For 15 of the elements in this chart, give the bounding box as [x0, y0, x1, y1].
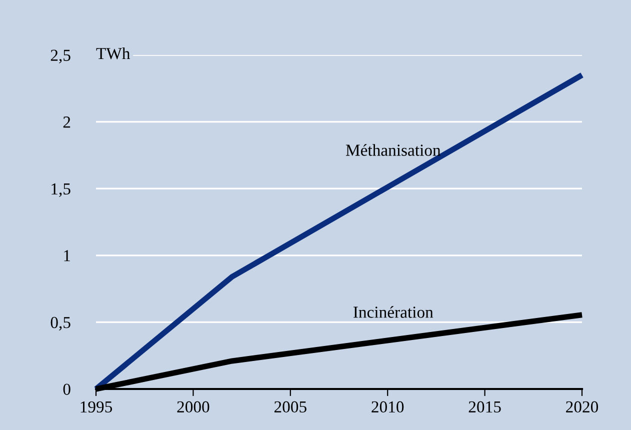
y-tick-label: 1 [64, 250, 70, 262]
x-tick-label: 2005 [274, 401, 306, 413]
y-tick-label: 0 [63, 384, 70, 395]
x-tick-label: 1995 [80, 401, 112, 413]
y-axis-title: TWh [96, 47, 130, 60]
y-tick-label: 1,5 [52, 183, 70, 197]
series-label: Incinération [353, 306, 434, 318]
x-tick-label: 2020 [566, 401, 598, 413]
series-label: Méthanisation [346, 144, 441, 156]
y-tick-label: 2 [63, 116, 70, 128]
x-tick-label: 2010 [372, 401, 404, 413]
x-tick-label: 2015 [468, 401, 501, 413]
x-tick-label: 2000 [177, 401, 210, 413]
y-tick-label: 0,5 [50, 316, 70, 331]
y-tick-label: 2,5 [50, 50, 70, 64]
